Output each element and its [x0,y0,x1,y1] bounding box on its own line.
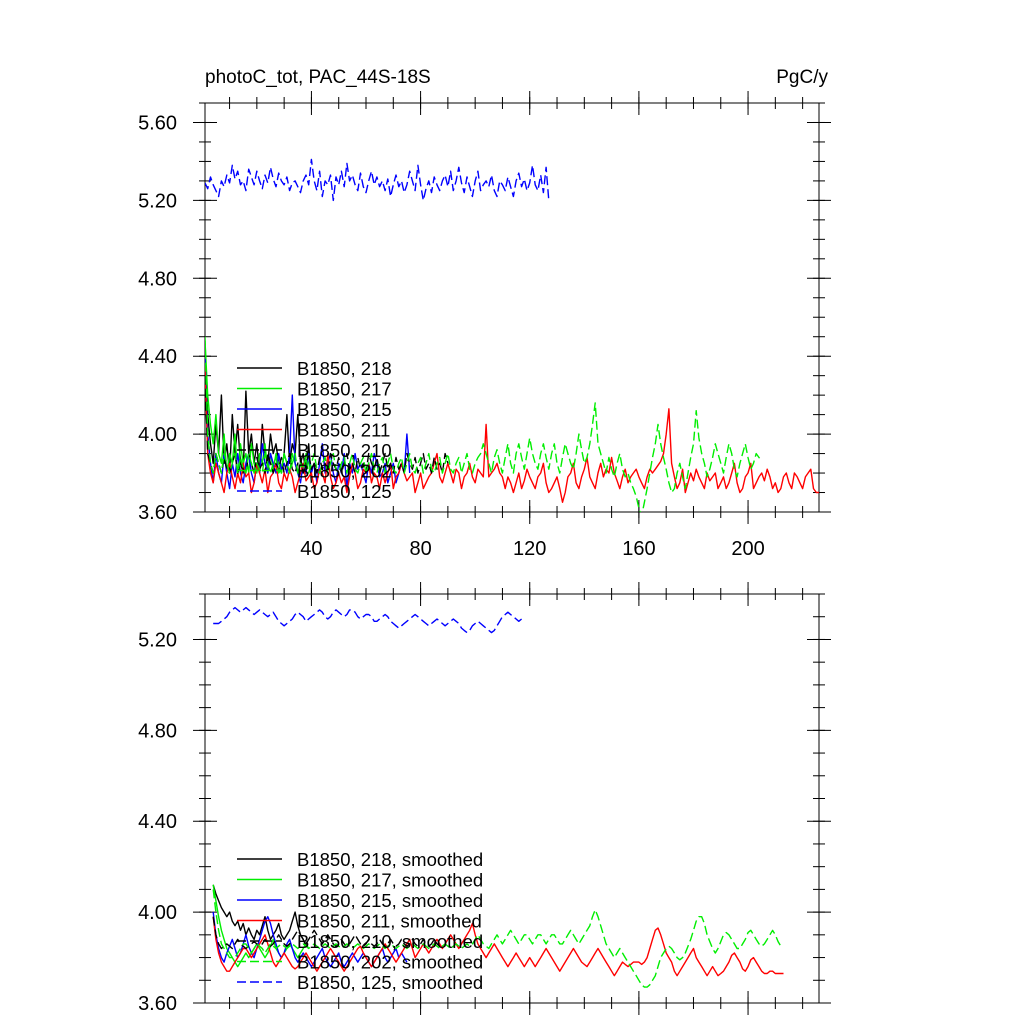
legend-label: B1850, 125 [297,481,392,502]
chart-units-label: PgC/y [776,67,828,88]
series-line [212,916,441,950]
x-tick-label: 160 [622,538,655,560]
y-tick-label: 3.60 [138,502,177,524]
x-tick-label: 80 [409,538,431,560]
y-tick-label: 5.60 [138,112,177,134]
series-line [205,365,819,503]
plot-frame [204,102,820,513]
legend-label: B1850, 125, smoothed [297,972,483,993]
y-tick-label: 4.80 [138,268,177,290]
y-tick-label: 4.40 [138,811,177,833]
series-line [213,606,525,634]
legend-label: B1850, 211 [297,420,390,441]
y-tick-label: 3.60 [138,993,177,1015]
top-panel: 3.60 4.00 4.40 4.80 5.20 5.60 40 80 120 160 200 B18… [138,91,831,560]
legend-label: B1850, 218 [297,358,392,379]
series-line [205,158,550,202]
y-tick-label: 4.80 [138,720,177,742]
legend-label: B1850, 210 [297,440,392,461]
bottom-panel: 3.60 4.00 4.40 4.80 5.20 B1850, 218, smoothed… [138,582,831,1015]
y-tick-label: 5.20 [138,629,177,651]
series-line [205,336,763,512]
series-line [212,884,307,947]
y-tick-label: 5.20 [138,190,177,212]
legend-label: B1850, 217, smoothed [297,870,483,891]
legend-label: B1850, 202 [297,461,392,482]
legend-label: B1850, 217 [297,379,392,400]
legend-label: B1850, 202, smoothed [297,952,483,973]
legend-label: B1850, 215, smoothed [297,890,483,911]
y-tick-label: 4.40 [138,346,177,368]
chart-title: photoC_tot, PAC_44S-18S [205,67,431,88]
series-line [212,889,782,988]
series-line [212,916,784,977]
legend-label: B1850, 210, smoothed [297,931,483,952]
legend-label: B1850, 211, smoothed [297,911,482,932]
x-tick-label: 200 [731,538,764,560]
x-tick-label: 40 [300,538,322,560]
legend-label: B1850, 215 [297,399,392,420]
legend-label: B1850, 218, smoothed [297,849,483,870]
y-tick-label: 4.00 [138,424,177,446]
y-tick-label: 4.00 [138,902,177,924]
x-tick-label: 120 [513,538,546,560]
